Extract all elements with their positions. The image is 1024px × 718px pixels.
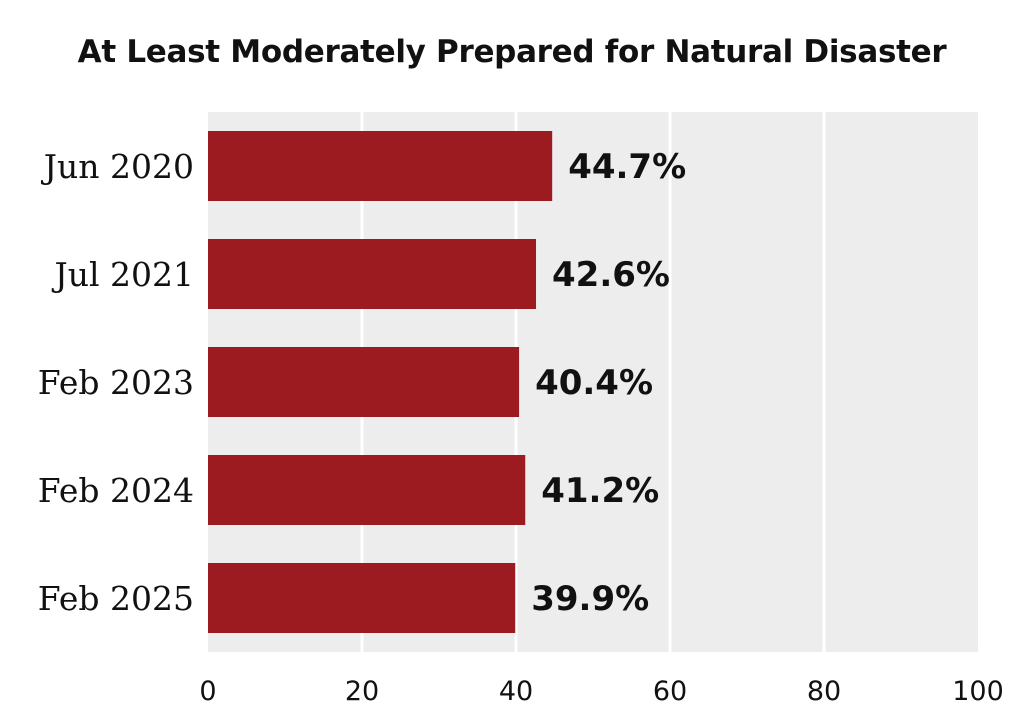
bar	[208, 131, 553, 201]
data-label: 39.9%	[531, 579, 649, 619]
data-labels: 44.7% 42.6% 40.4% 41.2% 39.9%	[531, 147, 686, 619]
x-tick-label: 40	[499, 676, 533, 707]
category-label: Feb 2024	[38, 471, 194, 510]
category-label: Feb 2025	[38, 579, 194, 618]
x-tick-label: 0	[199, 676, 216, 707]
category-label: Feb 2023	[38, 363, 194, 402]
category-labels: Jun 2020 Jul 2021 Feb 2023 Feb 2024 Feb 2025	[38, 147, 194, 618]
bar	[208, 455, 526, 525]
x-tick-label: 100	[952, 676, 1004, 707]
bars	[208, 131, 553, 633]
x-axis-tick-labels: 0 20 40 60 80 100	[199, 676, 1003, 707]
bar	[208, 239, 537, 309]
data-label: 41.2%	[541, 471, 659, 511]
x-tick-label: 80	[807, 676, 841, 707]
bar	[208, 563, 516, 633]
data-label: 44.7%	[568, 147, 686, 187]
x-tick-label: 60	[653, 676, 687, 707]
chart-title: At Least Moderately Prepared for Natural…	[77, 34, 947, 70]
bar	[208, 347, 520, 417]
x-tick-label: 20	[345, 676, 379, 707]
category-label: Jun 2020	[41, 147, 194, 186]
data-label: 42.6%	[552, 255, 670, 295]
category-label: Jul 2021	[51, 255, 194, 294]
data-label: 40.4%	[535, 363, 653, 403]
